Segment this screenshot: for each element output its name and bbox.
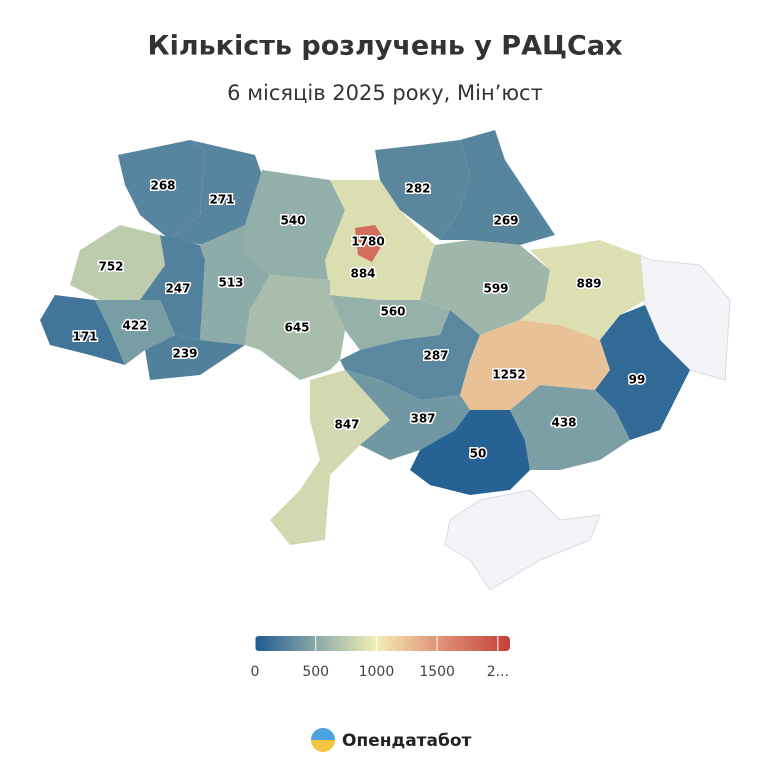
region-label: 271: [209, 193, 234, 207]
region-label: 268: [150, 179, 175, 193]
region-label: 50: [470, 447, 487, 461]
title: Кількість розлучень у РАЦСах: [148, 31, 623, 62]
region-label: 560: [380, 305, 405, 319]
logo: [311, 728, 335, 740]
region: [170, 140, 262, 245]
region: [345, 370, 470, 460]
no-data-region: [444, 489, 601, 591]
region: [375, 140, 470, 240]
region-label: 239: [172, 347, 197, 361]
region: [510, 385, 630, 470]
colorbar-tick-label: 0: [251, 664, 260, 680]
region: [245, 275, 345, 380]
region-label: 171: [72, 330, 97, 344]
brand: Опендатабот: [311, 728, 472, 752]
region-label: 422: [122, 319, 147, 333]
region-label: 847: [334, 418, 359, 432]
region-label: 287: [423, 349, 448, 363]
region-label: 99: [629, 373, 646, 387]
region: [440, 130, 555, 245]
region: [95, 300, 175, 365]
region-label: 1780: [351, 235, 384, 249]
region-label: 599: [483, 282, 508, 296]
region: [140, 235, 205, 340]
region-label: 282: [405, 182, 430, 196]
region-label: 889: [576, 277, 601, 291]
colorbar-tick-label: 1000: [359, 664, 395, 680]
region: [330, 295, 450, 350]
map: [40, 130, 731, 591]
region: [460, 320, 610, 410]
region: [200, 225, 270, 345]
colorbar-tick-label: 1500: [419, 664, 455, 680]
region: [245, 170, 345, 280]
region-label: 269: [493, 214, 518, 228]
region: [420, 240, 550, 335]
region-label: 752: [98, 260, 123, 274]
region-label: 387: [410, 412, 435, 426]
region-label: 438: [551, 416, 576, 430]
region: [355, 225, 385, 262]
region: [118, 140, 205, 240]
region-label: 1252: [492, 368, 525, 382]
region: [340, 310, 480, 400]
region-label: 247: [165, 282, 190, 296]
region-label: 884: [350, 267, 375, 281]
region-label: 513: [218, 276, 243, 290]
labels: 268 271 540 1780 884 282 269 752 247 513 171 422 239…: [71, 177, 647, 462]
colorbar: [255, 636, 510, 651]
region: [410, 410, 530, 495]
subtitle: 6 місяців 2025 року, Мін’юст: [227, 81, 543, 105]
region: [270, 370, 390, 545]
region: [145, 335, 245, 380]
colorbar-tick-label: 500: [302, 664, 329, 680]
region-label: 540: [280, 214, 305, 228]
colorbar-tick-label: 2...: [487, 664, 509, 680]
region: [70, 225, 165, 300]
region: [40, 295, 125, 365]
region: [520, 240, 645, 340]
brand-name: Опендатабот: [342, 731, 472, 751]
region: [595, 305, 690, 440]
region-label: 645: [284, 321, 309, 335]
colorbar-ticks: 0 500 1000 1500 2...: [251, 636, 509, 680]
